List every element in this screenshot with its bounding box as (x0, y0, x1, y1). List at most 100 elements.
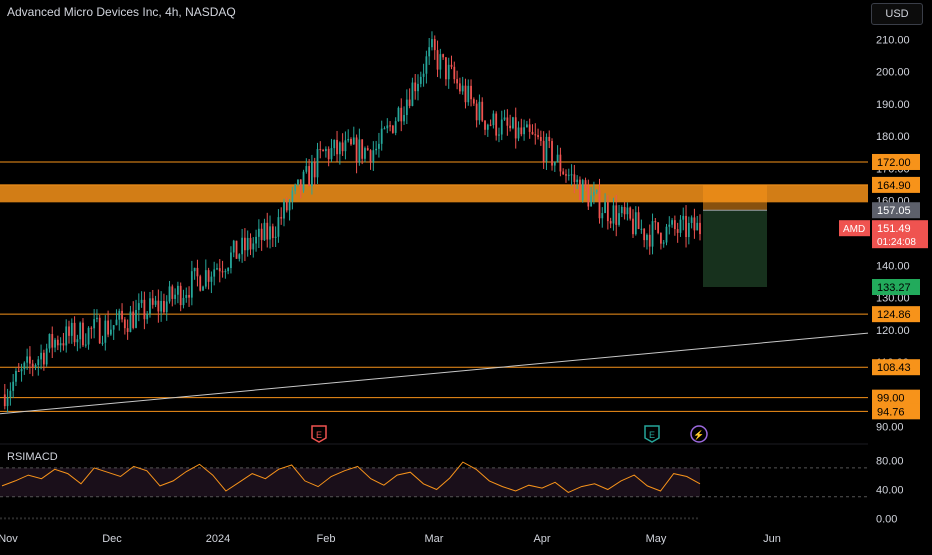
price-tag-bg (872, 176, 920, 193)
short-target-box[interactable] (703, 210, 767, 288)
candle (587, 188, 590, 207)
candle (687, 222, 690, 238)
candle (319, 149, 322, 151)
chart-title: Advanced Micro Devices Inc, 4h, NASDAQ (7, 5, 236, 19)
candle (556, 154, 559, 162)
candle (182, 297, 185, 306)
candle (109, 329, 112, 335)
candle (537, 135, 539, 138)
candle (403, 115, 405, 122)
candle (23, 362, 26, 370)
target-price-tag: 133.27 (872, 279, 920, 296)
candle (151, 298, 154, 305)
candle (458, 83, 461, 92)
price-tag-bg (872, 359, 920, 376)
y-tick-label: 80.00 (876, 456, 904, 468)
level-price-tag: 172.00 (872, 153, 920, 170)
candle (322, 150, 324, 152)
y-tick-label: 40.00 (876, 485, 904, 497)
candle (65, 326, 68, 346)
candle (241, 237, 244, 255)
candle (364, 148, 366, 159)
candle (176, 285, 179, 295)
candle (271, 226, 274, 238)
price-tag-text: 133.27 (877, 282, 911, 294)
candle (598, 189, 601, 219)
candle (327, 148, 330, 160)
candle (283, 201, 285, 219)
candle (581, 180, 584, 200)
short-stop-box[interactable] (703, 184, 767, 211)
candle (397, 107, 400, 122)
candle (523, 127, 526, 135)
candle (146, 313, 149, 320)
candle (595, 189, 598, 193)
candle (62, 343, 65, 346)
candle (93, 319, 96, 329)
trend-line[interactable] (0, 332, 869, 415)
candle (690, 217, 693, 223)
dividend-icon[interactable] (690, 425, 708, 443)
candle (29, 356, 31, 364)
candle (567, 174, 570, 176)
candle (439, 54, 442, 70)
candle (313, 161, 316, 178)
candle (436, 50, 439, 70)
price-tag-text: 108.43 (877, 362, 911, 374)
candle (528, 124, 531, 132)
candle (274, 236, 277, 238)
candle (372, 150, 375, 163)
currency-button[interactable]: USD (871, 3, 923, 25)
candle (553, 161, 556, 166)
candle (682, 215, 685, 220)
candle (76, 339, 79, 343)
candle (394, 121, 397, 133)
candle (137, 303, 140, 310)
candle (632, 218, 634, 235)
candle (391, 125, 394, 133)
y-tick-label: 210.00 (876, 34, 910, 46)
symbol-tag-text: AMD (843, 224, 865, 235)
candle (545, 136, 548, 162)
earnings-icon[interactable] (644, 425, 660, 443)
candle (115, 319, 118, 326)
candle (562, 171, 565, 175)
candle (123, 319, 126, 329)
event-icon-label: ⚡ (693, 429, 704, 441)
candle (620, 206, 623, 214)
candle (525, 124, 528, 128)
candle (48, 334, 51, 349)
candle (291, 190, 294, 202)
candle (551, 141, 553, 166)
candle (302, 171, 305, 191)
candle (419, 76, 422, 84)
candle (366, 148, 369, 151)
earnings-marker[interactable]: E (311, 425, 327, 443)
candle (3, 394, 6, 407)
candle (112, 325, 115, 330)
candle (59, 343, 62, 346)
level-price-tag: 124.86 (872, 306, 920, 323)
candle (224, 271, 227, 273)
candle (665, 226, 668, 243)
price-tag-bg (872, 202, 920, 219)
candle (453, 66, 456, 80)
candle (324, 148, 327, 152)
candle (118, 310, 121, 320)
candle (484, 120, 486, 130)
candle (654, 221, 657, 223)
earnings-icon[interactable] (311, 425, 327, 443)
candle (171, 286, 174, 299)
earnings-marker[interactable]: E (644, 425, 660, 443)
candle (461, 85, 464, 92)
candle (126, 328, 129, 332)
dividend-marker[interactable]: ⚡ (690, 425, 708, 443)
candle (386, 125, 389, 129)
candle (693, 217, 696, 231)
candle (90, 327, 93, 329)
candle (481, 101, 484, 121)
candle (163, 300, 165, 313)
candle (82, 322, 84, 346)
candle (512, 117, 514, 129)
